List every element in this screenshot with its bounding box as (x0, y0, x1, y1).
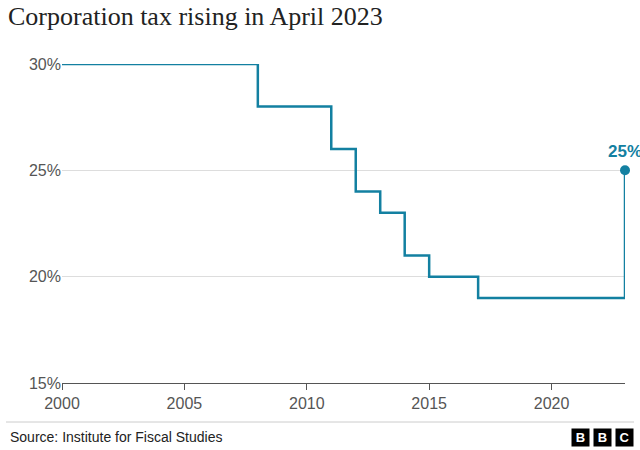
svg-text:25%: 25% (29, 162, 61, 179)
svg-text:B: B (576, 430, 585, 445)
svg-text:2010: 2010 (289, 395, 325, 412)
svg-text:30%: 30% (29, 56, 61, 73)
svg-text:B: B (598, 430, 607, 445)
svg-text:20%: 20% (29, 268, 61, 285)
svg-text:Source: Institute for Fiscal S: Source: Institute for Fiscal Studies (10, 429, 222, 445)
svg-text:2000: 2000 (44, 395, 80, 412)
svg-text:2005: 2005 (167, 395, 203, 412)
svg-text:2015: 2015 (411, 395, 447, 412)
svg-text:Corporation tax rising in Apri: Corporation tax rising in April 2023 (8, 2, 383, 31)
svg-text:25%: 25% (608, 142, 640, 161)
svg-text:C: C (620, 430, 630, 445)
svg-text:15%: 15% (29, 375, 61, 392)
svg-text:2020: 2020 (534, 395, 570, 412)
